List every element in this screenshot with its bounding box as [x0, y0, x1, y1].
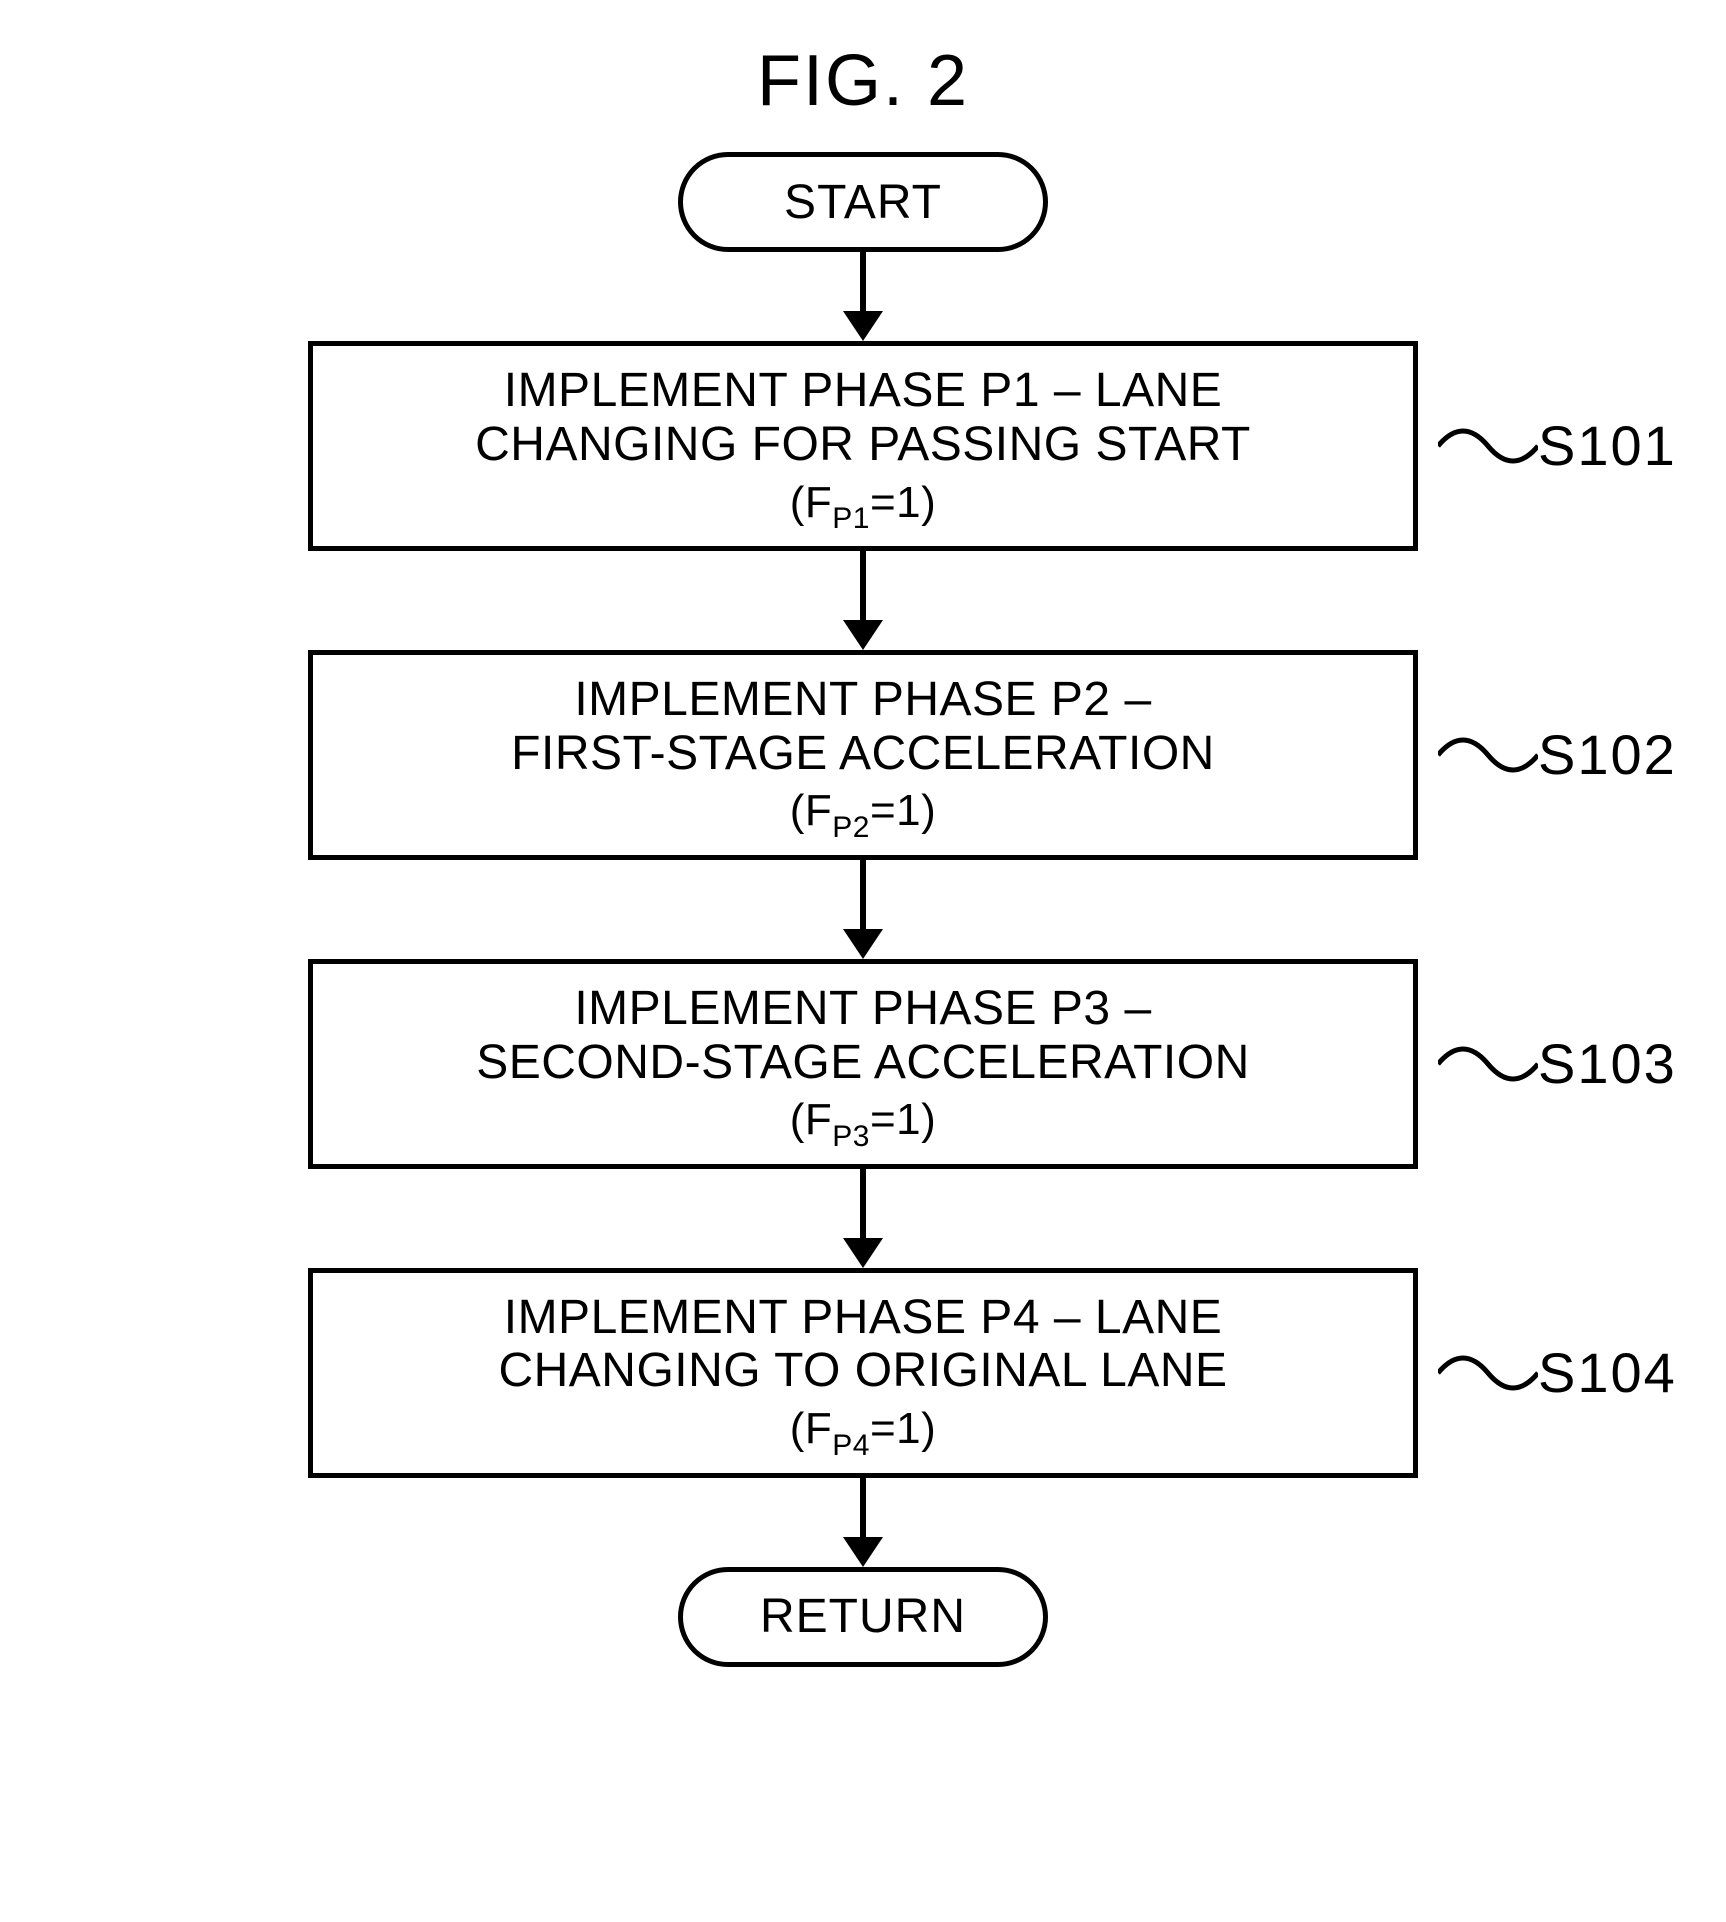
- process-line1: IMPLEMENT PHASE P3 –: [333, 982, 1393, 1036]
- connector-squiggle: [1438, 1328, 1538, 1418]
- step-id-label: S102: [1538, 722, 1677, 787]
- step-row: IMPLEMENT PHASE P4 – LANE CHANGING TO OR…: [308, 1268, 1418, 1478]
- process-box: IMPLEMENT PHASE P4 – LANE CHANGING TO OR…: [308, 1268, 1418, 1478]
- return-terminator: RETURN: [678, 1567, 1048, 1667]
- process-line1: IMPLEMENT PHASE P2 –: [333, 673, 1393, 727]
- process-line2: CHANGING FOR PASSING START: [333, 418, 1393, 472]
- connector-squiggle: [1438, 401, 1538, 491]
- step-id-label: S104: [1538, 1340, 1677, 1405]
- arrow: [843, 860, 883, 959]
- step-row: IMPLEMENT PHASE P2 – FIRST-STAGE ACCELER…: [308, 650, 1418, 860]
- process-line2: FIRST-STAGE ACCELERATION: [333, 727, 1393, 781]
- process-line1: IMPLEMENT PHASE P1 – LANE: [333, 364, 1393, 418]
- process-line1: IMPLEMENT PHASE P4 – LANE: [333, 1291, 1393, 1345]
- step-row: IMPLEMENT PHASE P1 – LANE CHANGING FOR P…: [308, 341, 1418, 551]
- flowchart: FIG. 2 START IMPLEMENT PHASE P1 – LANE C…: [308, 40, 1418, 1667]
- arrow: [843, 551, 883, 650]
- process-flag: (FP2=1): [333, 786, 1393, 842]
- process-flag: (FP4=1): [333, 1404, 1393, 1460]
- connector-squiggle: [1438, 710, 1538, 800]
- connector-squiggle: [1438, 1019, 1538, 1109]
- process-line2: CHANGING TO ORIGINAL LANE: [333, 1344, 1393, 1398]
- step-row: IMPLEMENT PHASE P3 – SECOND-STAGE ACCELE…: [308, 959, 1418, 1169]
- figure-title: FIG. 2: [757, 40, 969, 122]
- process-flag: (FP3=1): [333, 1095, 1393, 1151]
- start-label: START: [784, 175, 942, 230]
- process-line2: SECOND-STAGE ACCELERATION: [333, 1036, 1393, 1090]
- step-id-label: S101: [1538, 413, 1677, 478]
- start-terminator: START: [678, 152, 1048, 252]
- arrow: [843, 1169, 883, 1268]
- process-box: IMPLEMENT PHASE P2 – FIRST-STAGE ACCELER…: [308, 650, 1418, 860]
- process-box: IMPLEMENT PHASE P1 – LANE CHANGING FOR P…: [308, 341, 1418, 551]
- process-box: IMPLEMENT PHASE P3 – SECOND-STAGE ACCELE…: [308, 959, 1418, 1169]
- process-flag: (FP1=1): [333, 478, 1393, 534]
- return-label: RETURN: [760, 1589, 966, 1644]
- step-id-label: S103: [1538, 1031, 1677, 1096]
- arrow: [843, 252, 883, 341]
- arrow: [843, 1478, 883, 1567]
